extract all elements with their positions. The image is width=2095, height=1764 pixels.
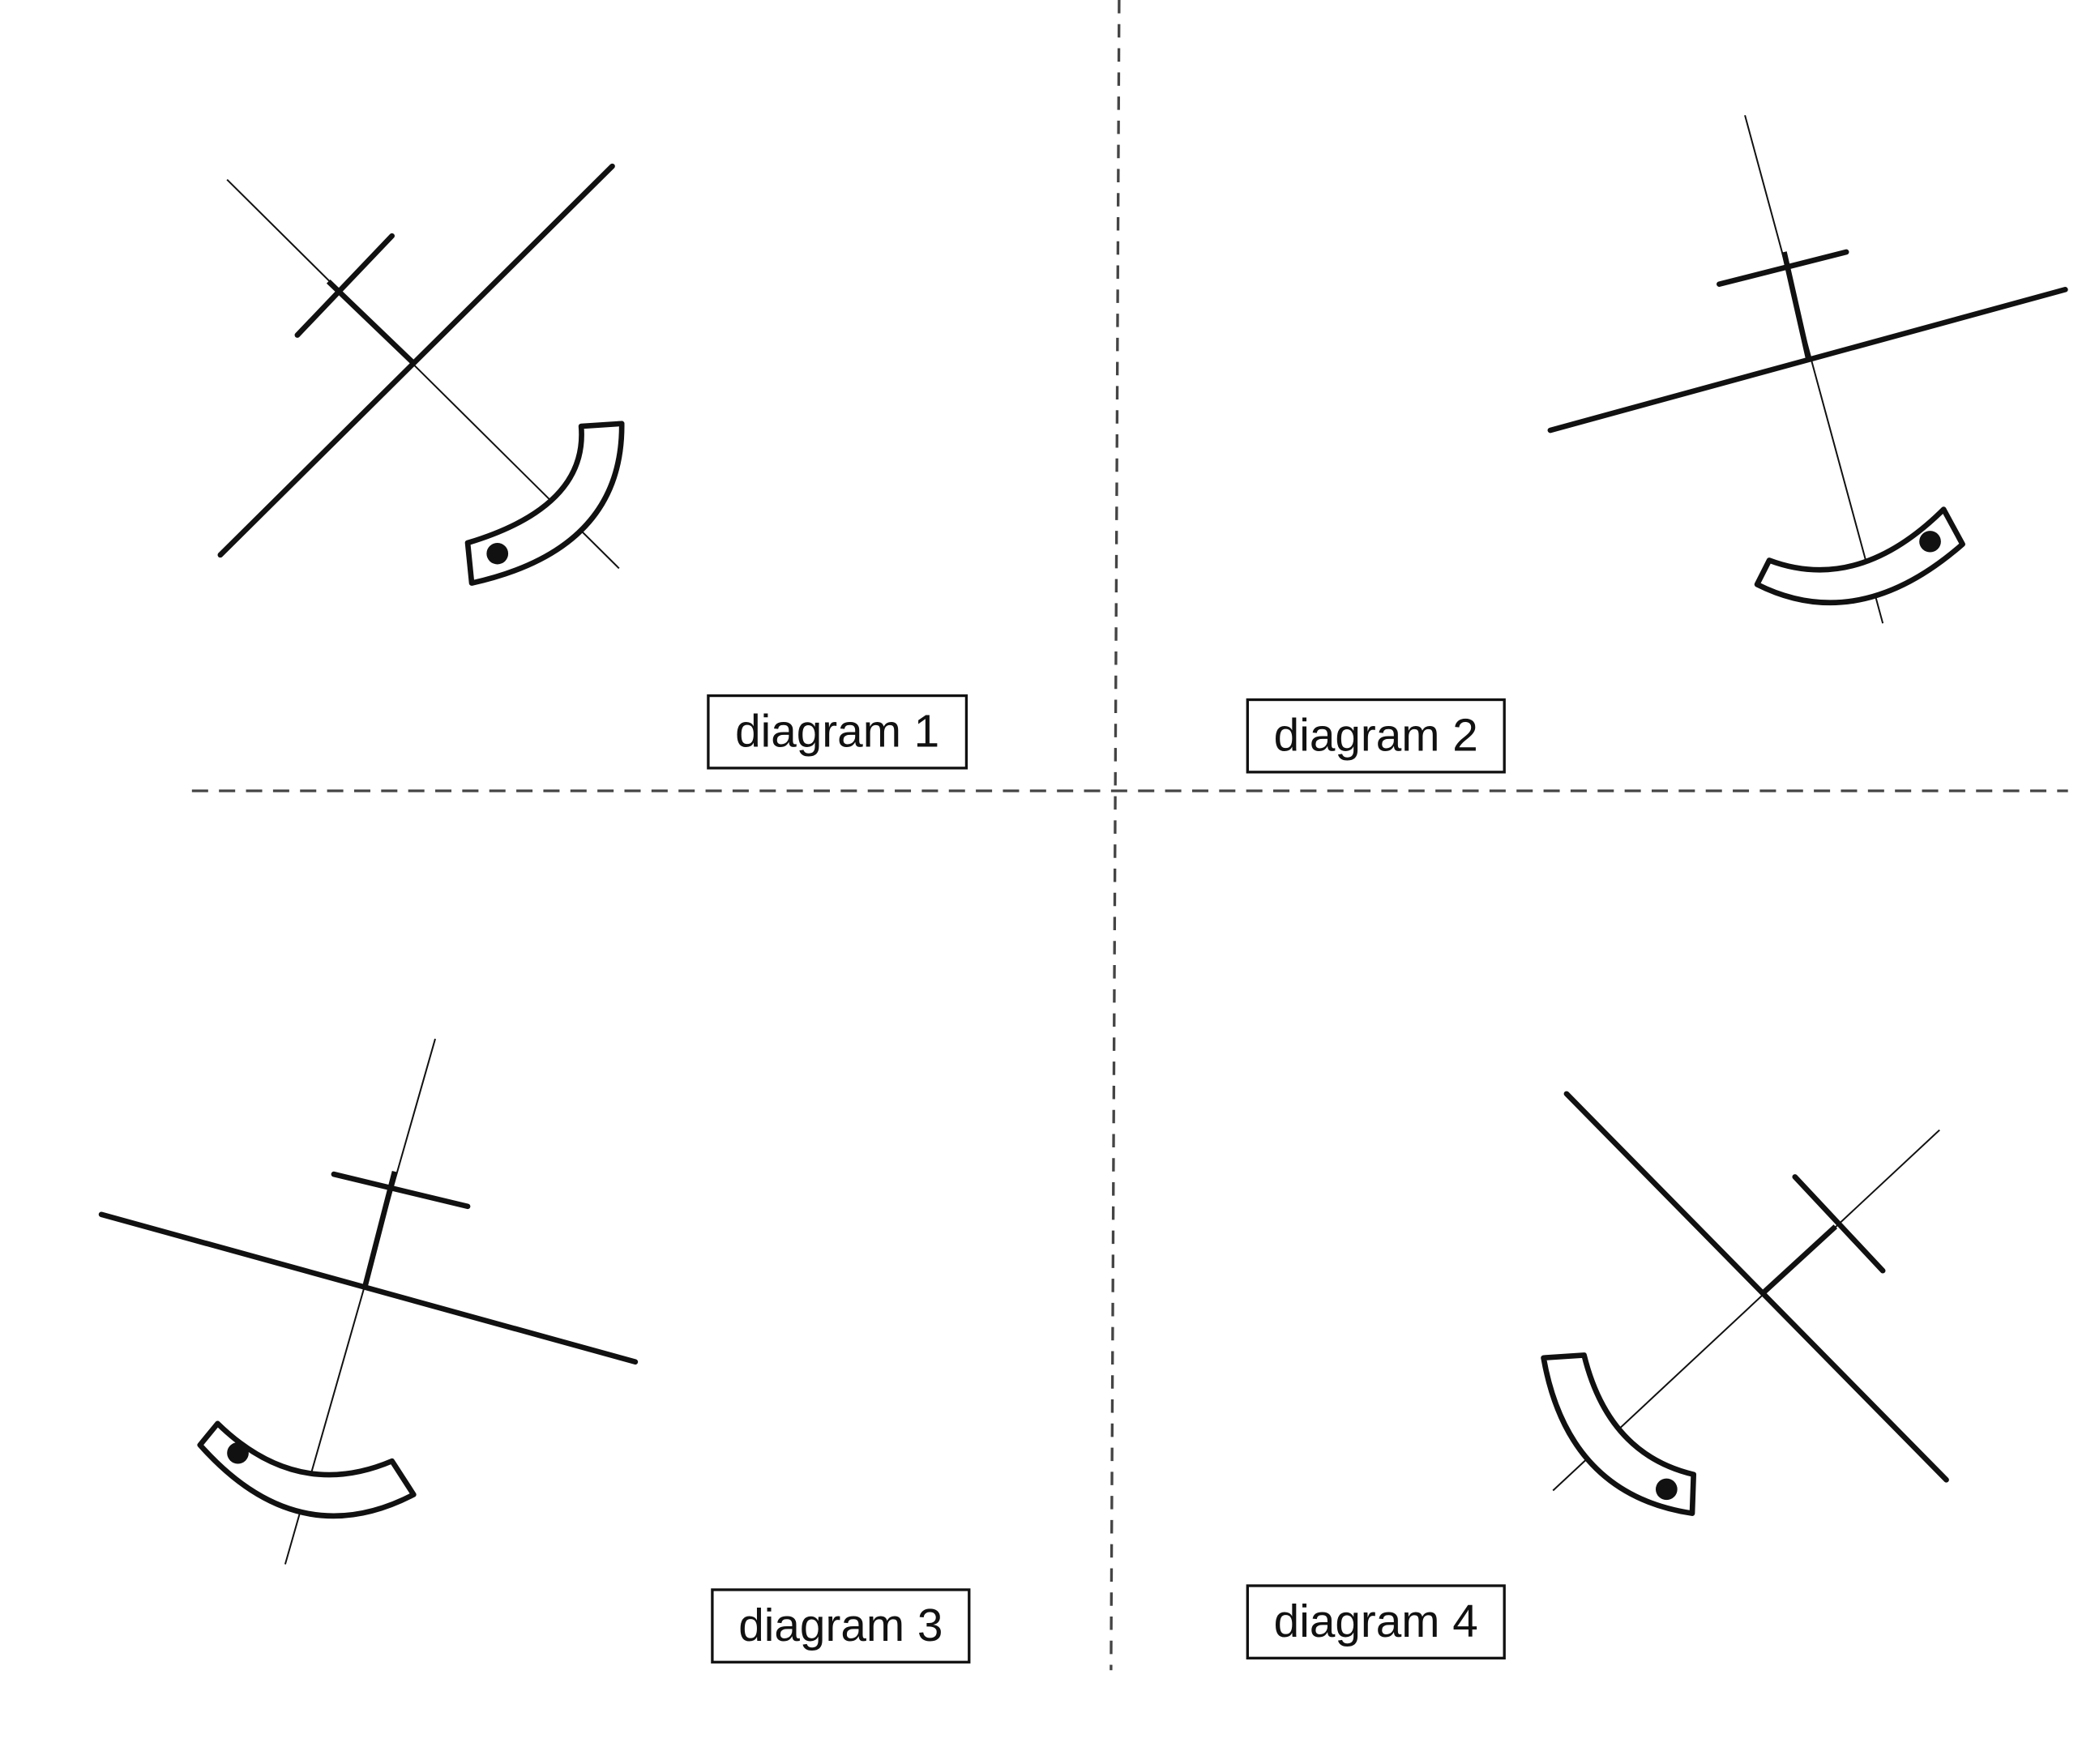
diagram-1-label-text: diagram 1 xyxy=(735,706,939,757)
vertical-divider xyxy=(1109,0,1121,1671)
diagram-2-arc-bracket xyxy=(1754,506,1965,605)
diagram-3-stem xyxy=(362,1170,398,1288)
diagram-1-label: diagram 1 xyxy=(707,694,968,770)
diagram-2-dot xyxy=(1919,531,1941,553)
diagram-2-figure xyxy=(1547,115,2068,624)
diagram-1-main-line xyxy=(217,163,615,558)
diagram-3-arc-bracket xyxy=(197,1420,417,1519)
diagram-1-stem xyxy=(326,280,414,365)
diagram-4-crossbar xyxy=(1792,1174,1886,1274)
diagram-2-label-text: diagram 2 xyxy=(1274,710,1478,761)
diagram-2-stem xyxy=(1781,251,1811,361)
diagram-3-label: diagram 3 xyxy=(711,1588,971,1664)
diagram-1-dot xyxy=(486,542,509,565)
diagram-4-figure xyxy=(1541,1091,1949,1516)
diagram-4-stem xyxy=(1760,1224,1838,1296)
diagram-3-dot xyxy=(227,1442,249,1464)
diagram-3-label-text: diagram 3 xyxy=(738,1600,943,1651)
diagram-3-crossbar xyxy=(331,1171,471,1210)
diagram-4-label-text: diagram 4 xyxy=(1274,1595,1478,1647)
diagram-2-main-line xyxy=(1547,287,2068,434)
diagram-1-crossbar xyxy=(294,233,395,338)
diagram-4-main-line xyxy=(1563,1091,1949,1483)
diagram-2-label: diagram 2 xyxy=(1246,698,1506,774)
diagram-2-crossbar xyxy=(1717,249,1849,288)
diagram-2-axis-line xyxy=(1744,115,1884,624)
diagram-4-arc-bracket xyxy=(1541,1352,1697,1516)
diagram-1-arc-bracket xyxy=(464,421,625,586)
diagram-1-figure xyxy=(217,163,625,586)
diagram-4-label: diagram 4 xyxy=(1246,1584,1506,1659)
diagram-3-figure xyxy=(98,1038,639,1565)
diagram-3-main-line xyxy=(98,1211,639,1365)
diagram-4-dot xyxy=(1655,1478,1678,1501)
